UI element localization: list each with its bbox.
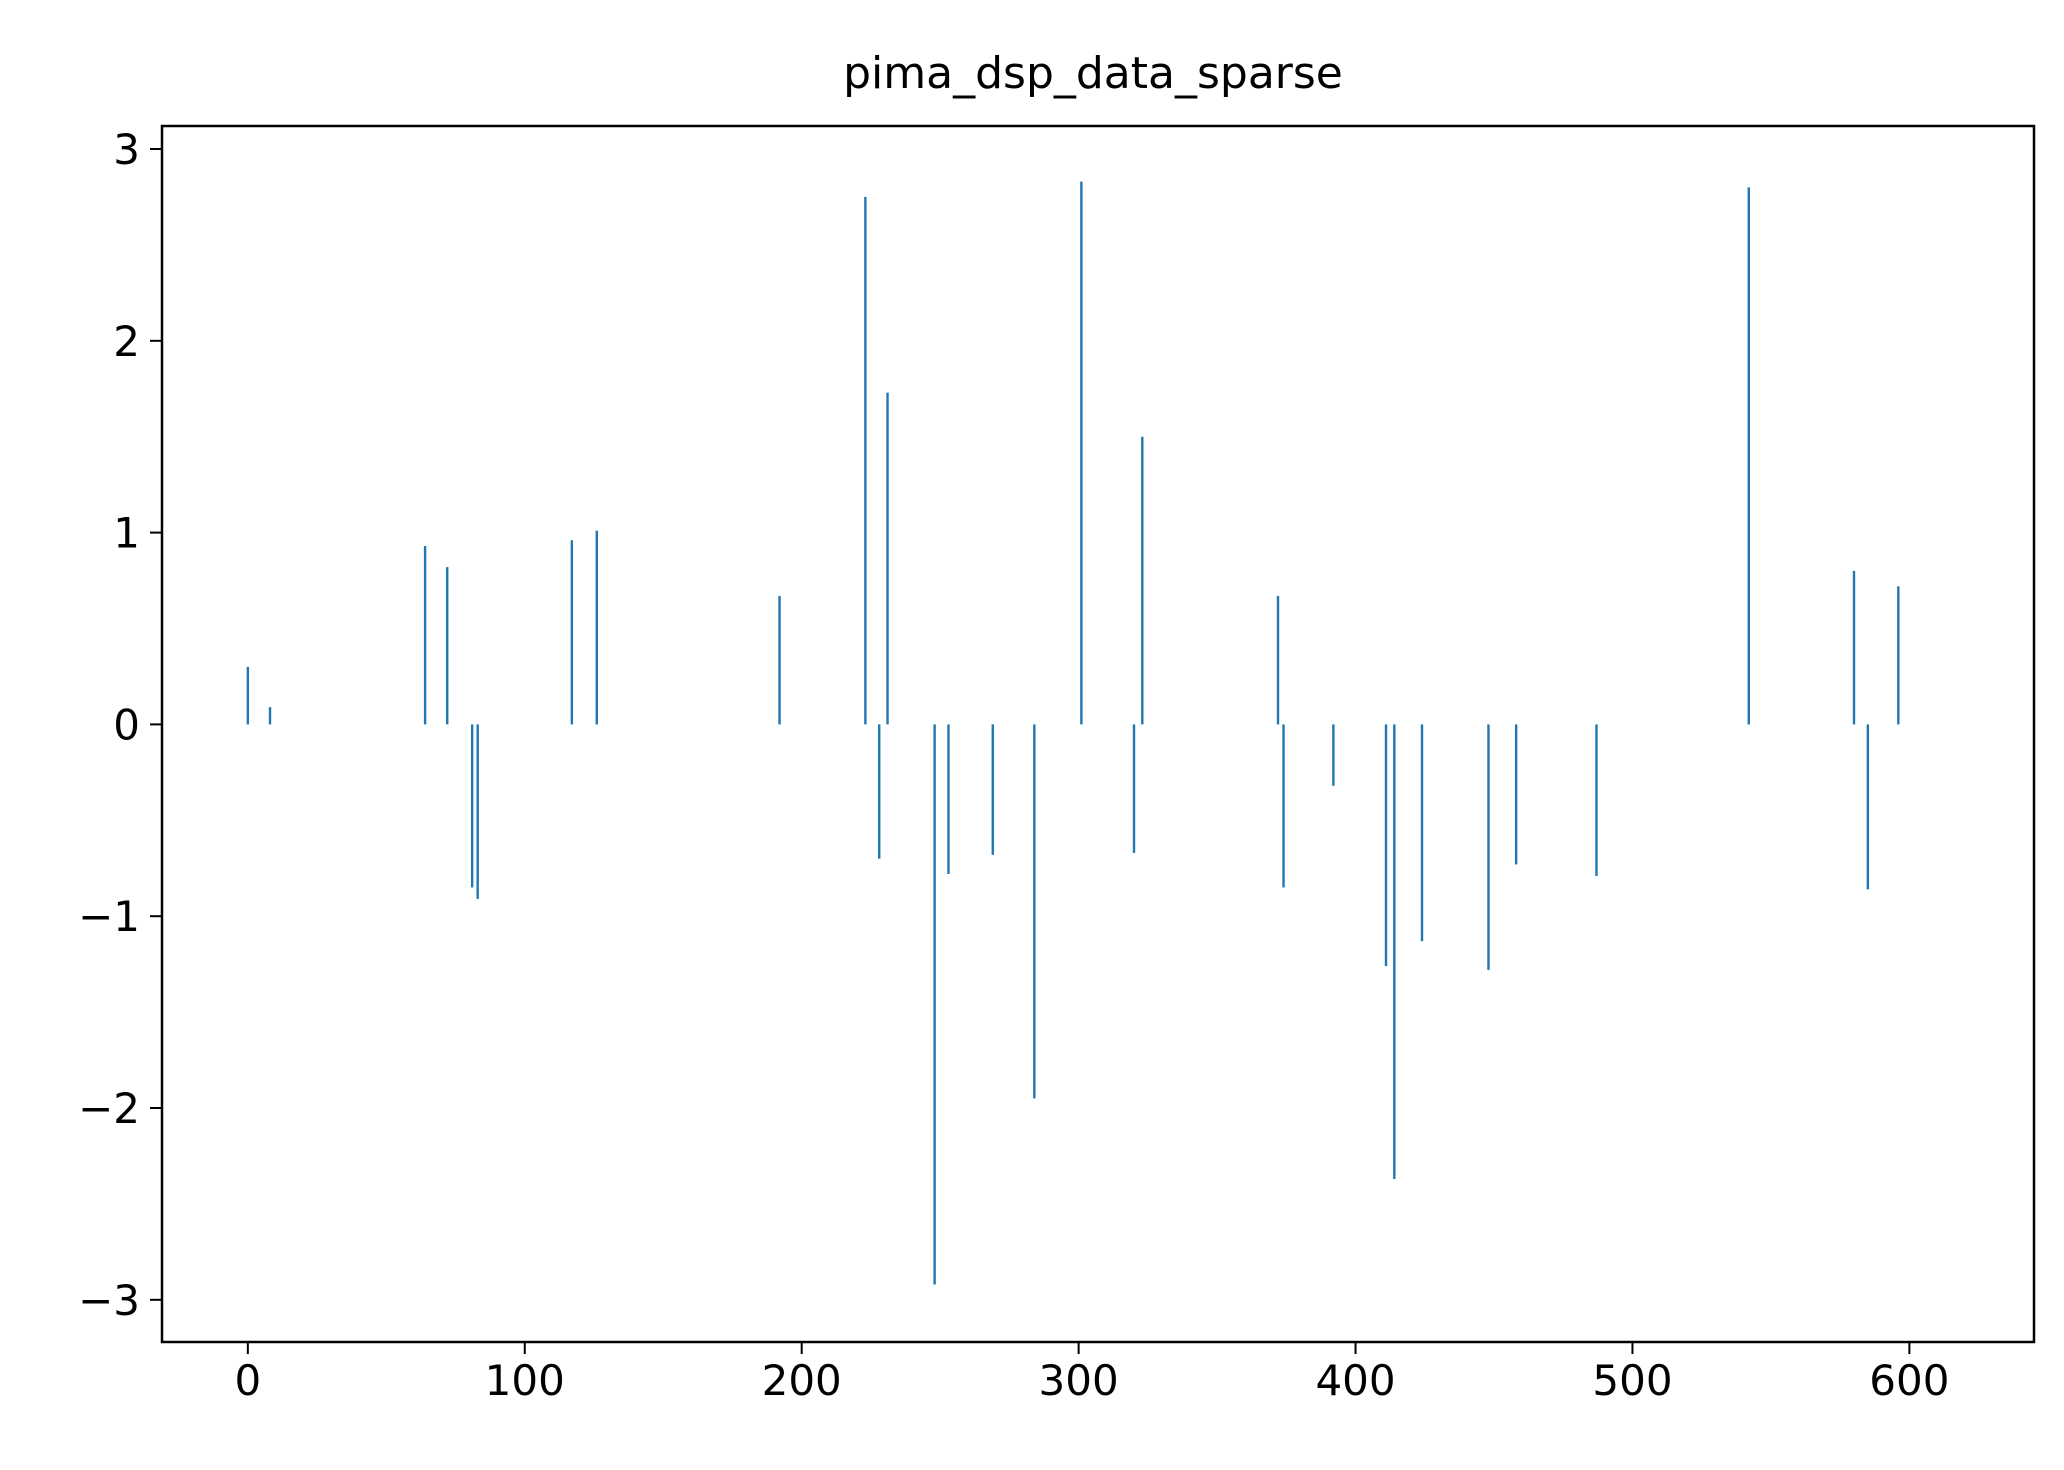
bar [246, 666, 250, 725]
bar [1332, 724, 1335, 786]
bar [1852, 570, 1856, 725]
y-tick-label: 1 [113, 509, 140, 558]
bar [1747, 187, 1750, 725]
bar [933, 724, 936, 1285]
plot-area [246, 181, 1900, 1285]
bar [991, 724, 994, 855]
bar [1141, 436, 1144, 725]
bar [947, 724, 950, 875]
y-tick-label: 3 [113, 125, 140, 174]
bar [1514, 724, 1518, 865]
bar [864, 196, 867, 725]
x-tick-label: 200 [762, 1356, 842, 1405]
x-tick-label: 100 [485, 1356, 565, 1405]
bar [878, 724, 881, 859]
y-tick-label: 0 [113, 700, 140, 749]
x-tick-label: 0 [234, 1356, 261, 1405]
bar [1897, 586, 1900, 725]
x-tick-label: 400 [1315, 1356, 1395, 1405]
plot-frame [160, 124, 2036, 1344]
bar [778, 595, 781, 725]
bar [1282, 724, 1285, 888]
x-tick-label: 500 [1592, 1356, 1672, 1405]
bar [1420, 724, 1424, 942]
y-tick-label: 2 [113, 317, 140, 366]
bar [268, 707, 272, 725]
bar [1033, 724, 1036, 1099]
bar [595, 530, 598, 725]
bar [476, 724, 479, 899]
bar [1080, 181, 1083, 725]
chart-title: pima_dsp_data_sparse [843, 48, 1343, 99]
bar [1595, 724, 1598, 876]
bar [1276, 595, 1280, 725]
y-tick-label: −2 [78, 1084, 140, 1133]
bar [1866, 724, 1870, 890]
bar [446, 567, 449, 725]
y-tick-label: −3 [78, 1276, 140, 1325]
bar [1393, 724, 1396, 1179]
bar [1384, 724, 1388, 967]
x-tick-label: 300 [1039, 1356, 1119, 1405]
bar [886, 392, 889, 725]
bar [570, 540, 574, 725]
bar [1487, 724, 1490, 970]
bar [1132, 724, 1136, 853]
axes: 0 100 200 300 400 500 600 3 2 1 0 −1 −2 −3 [78, 125, 1949, 1405]
x-tick-label: 600 [1869, 1356, 1949, 1405]
y-tick-label: −1 [78, 892, 140, 941]
bar [470, 724, 474, 888]
bar [423, 546, 427, 725]
